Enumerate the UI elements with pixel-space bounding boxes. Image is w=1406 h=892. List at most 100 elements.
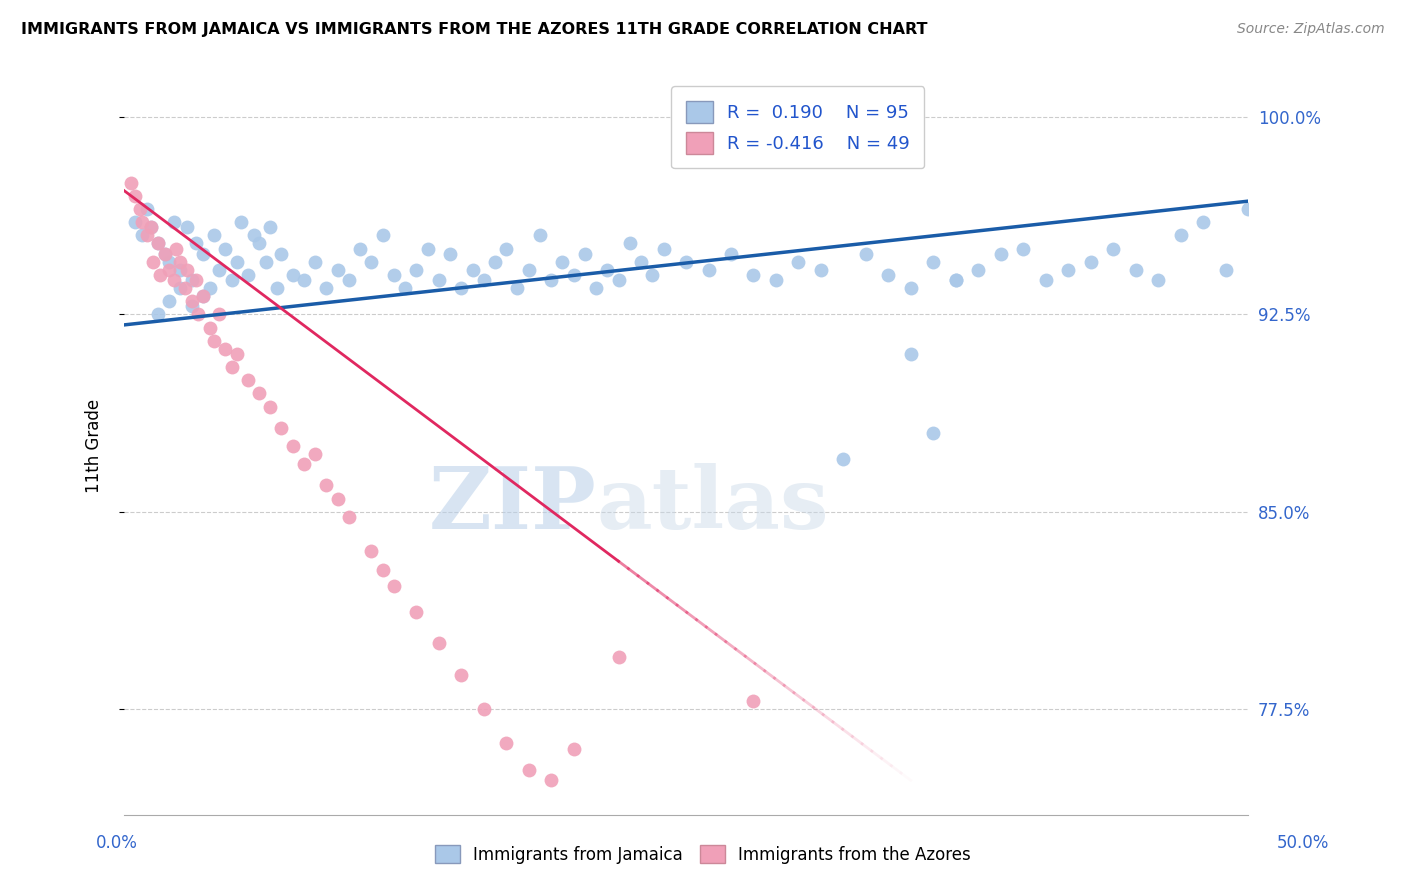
Point: [1012, 242, 1035, 256]
Point: [326, 491, 349, 506]
Point: [405, 605, 427, 619]
Point: [169, 281, 191, 295]
Point: [169, 262, 191, 277]
Point: [187, 307, 209, 321]
Point: [124, 215, 146, 229]
Point: [146, 307, 169, 321]
Point: [128, 202, 150, 216]
Point: [697, 262, 720, 277]
Point: [131, 215, 153, 229]
Text: atlas: atlas: [596, 463, 828, 547]
Point: [198, 320, 221, 334]
Point: [229, 215, 252, 229]
Point: [225, 347, 247, 361]
Y-axis label: 11th Grade: 11th Grade: [86, 399, 103, 493]
Point: [596, 262, 619, 277]
Point: [124, 189, 146, 203]
Point: [607, 649, 630, 664]
Point: [495, 242, 517, 256]
Text: 50.0%: 50.0%: [1277, 834, 1329, 852]
Legend: Immigrants from Jamaica, Immigrants from the Azores: Immigrants from Jamaica, Immigrants from…: [429, 838, 977, 871]
Point: [855, 247, 877, 261]
Point: [146, 236, 169, 251]
Point: [427, 636, 450, 650]
Point: [153, 247, 176, 261]
Point: [184, 273, 207, 287]
Point: [371, 228, 394, 243]
Point: [281, 439, 304, 453]
Point: [990, 247, 1012, 261]
Text: Source: ZipAtlas.com: Source: ZipAtlas.com: [1237, 22, 1385, 37]
Point: [1102, 242, 1125, 256]
Point: [641, 268, 664, 282]
Point: [176, 220, 198, 235]
Point: [945, 273, 967, 287]
Point: [236, 373, 259, 387]
Point: [259, 220, 281, 235]
Point: [266, 281, 288, 295]
Point: [371, 563, 394, 577]
Point: [900, 347, 922, 361]
Point: [540, 273, 562, 287]
Point: [337, 273, 360, 287]
Point: [551, 254, 574, 268]
Point: [157, 262, 180, 277]
Point: [157, 294, 180, 309]
Point: [135, 228, 157, 243]
Point: [461, 262, 484, 277]
Point: [562, 268, 585, 282]
Point: [270, 247, 292, 261]
Point: [165, 242, 187, 256]
Point: [180, 294, 202, 309]
Legend: R =  0.190    N = 95, R = -0.416    N = 49: R = 0.190 N = 95, R = -0.416 N = 49: [671, 87, 924, 169]
Point: [360, 544, 382, 558]
Point: [281, 268, 304, 282]
Point: [120, 176, 142, 190]
Point: [304, 447, 326, 461]
Point: [315, 478, 337, 492]
Point: [157, 254, 180, 268]
Point: [135, 202, 157, 216]
Point: [484, 254, 506, 268]
Point: [832, 452, 855, 467]
Point: [1237, 202, 1260, 216]
Text: 0.0%: 0.0%: [96, 834, 138, 852]
Point: [243, 228, 266, 243]
Point: [967, 262, 990, 277]
Point: [439, 247, 461, 261]
Point: [1215, 262, 1237, 277]
Point: [630, 254, 652, 268]
Point: [1147, 273, 1170, 287]
Point: [945, 273, 967, 287]
Point: [221, 273, 243, 287]
Point: [169, 254, 191, 268]
Point: [675, 254, 697, 268]
Point: [517, 262, 540, 277]
Point: [173, 281, 195, 295]
Point: [162, 215, 184, 229]
Point: [517, 763, 540, 777]
Point: [900, 281, 922, 295]
Point: [247, 236, 270, 251]
Point: [202, 334, 225, 348]
Point: [191, 247, 214, 261]
Point: [191, 289, 214, 303]
Point: [450, 668, 472, 682]
Point: [247, 386, 270, 401]
Point: [450, 281, 472, 295]
Text: IMMIGRANTS FROM JAMAICA VS IMMIGRANTS FROM THE AZORES 11TH GRADE CORRELATION CHA: IMMIGRANTS FROM JAMAICA VS IMMIGRANTS FR…: [21, 22, 928, 37]
Point: [259, 400, 281, 414]
Point: [1057, 262, 1080, 277]
Point: [349, 242, 371, 256]
Point: [405, 262, 427, 277]
Point: [191, 289, 214, 303]
Point: [416, 242, 439, 256]
Point: [877, 268, 900, 282]
Point: [225, 254, 247, 268]
Point: [1170, 228, 1192, 243]
Point: [922, 425, 945, 440]
Point: [382, 578, 405, 592]
Point: [1035, 273, 1057, 287]
Point: [139, 220, 162, 235]
Point: [180, 300, 202, 314]
